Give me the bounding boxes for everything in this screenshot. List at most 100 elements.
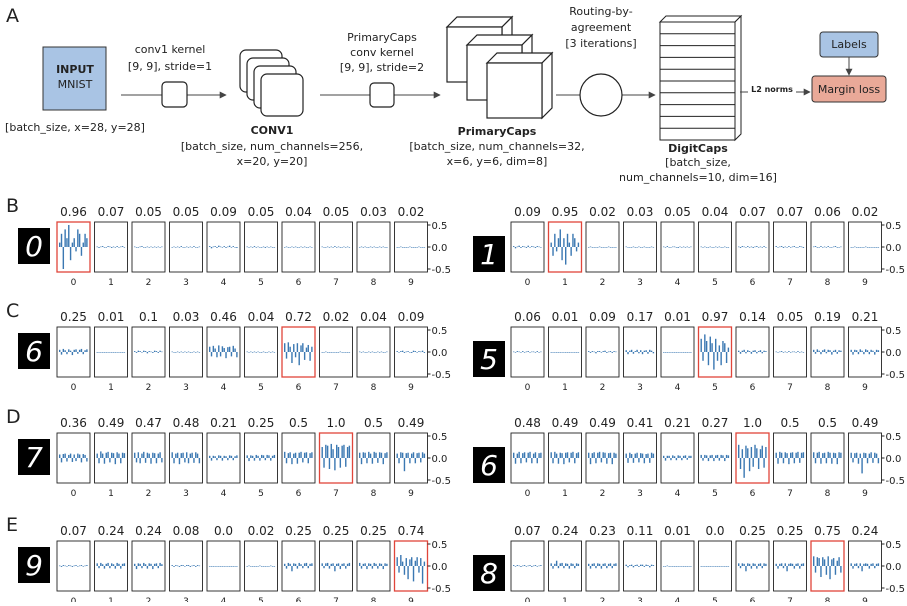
dim-bar: [146, 352, 149, 354]
dim-bar: [118, 247, 120, 248]
dim-bar: [741, 246, 744, 247]
dim-bar: [536, 458, 538, 464]
x-tick-label: 8: [371, 489, 377, 499]
dim-bar: [822, 453, 824, 458]
dim-bar: [248, 565, 250, 567]
dim-bar: [700, 246, 702, 248]
dim-bar: [378, 246, 381, 248]
dim-bar: [348, 445, 351, 458]
dim-bar: [625, 350, 627, 352]
dim-bar: [298, 452, 300, 458]
dim-bar: [673, 352, 676, 353]
dim-bar: [777, 247, 779, 248]
dim-bar: [795, 452, 797, 458]
dim-bar: [398, 352, 400, 353]
dim-bar: [423, 561, 426, 566]
dim-bar: [797, 247, 799, 248]
dim-bar: [855, 247, 858, 248]
dim-bar: [362, 563, 365, 566]
subplot-box: [585, 326, 620, 378]
dim-bar: [722, 341, 724, 352]
dim-bar: [818, 558, 820, 566]
dim-bar: [414, 458, 417, 464]
dim-bar: [336, 444, 338, 458]
dim-bar: [754, 350, 756, 352]
dim-bar: [305, 247, 308, 248]
dim-bar: [513, 351, 515, 353]
capsule-norm: 0.11: [627, 524, 654, 538]
subplot-box: [244, 432, 278, 484]
dim-bar: [527, 245, 529, 247]
dim-bar: [668, 566, 670, 567]
dim-bar: [640, 453, 642, 458]
dim-bar: [323, 247, 325, 248]
dim-bar: [405, 558, 407, 566]
capsule-norm: 0.04: [360, 310, 387, 324]
dim-bar: [161, 564, 163, 566]
dim-bar: [253, 246, 256, 247]
dim-bar: [716, 566, 719, 567]
dim-bar: [591, 563, 594, 566]
x-tick-label: 3: [183, 597, 189, 602]
dim-bar: [219, 455, 222, 458]
dim-bar: [615, 563, 617, 566]
capsule-norm: 0.25: [323, 524, 350, 538]
dim-bar: [412, 247, 415, 248]
dim-bar: [814, 566, 817, 573]
dim-bar: [532, 351, 535, 353]
dim-bar: [253, 351, 256, 353]
dim-bar: [209, 455, 211, 458]
capsule-norm: 0.72: [285, 310, 312, 324]
dim-bar: [362, 351, 365, 353]
dim-bar: [823, 349, 826, 352]
loss-box: [811, 75, 887, 103]
dim-bar: [632, 566, 635, 568]
dim-bar: [713, 247, 715, 248]
dim-bar: [684, 455, 687, 458]
dim-bar: [675, 247, 678, 248]
x-tick-label: 8: [825, 489, 831, 499]
dim-bar: [609, 452, 612, 458]
dim-bar: [874, 352, 876, 355]
dim-bar: [307, 566, 309, 569]
dim-bar: [709, 566, 711, 567]
dim-bar: [686, 246, 688, 248]
dim-bar: [341, 563, 343, 566]
dim-bar: [221, 346, 224, 352]
dim-bar: [143, 451, 145, 458]
dim-bar: [86, 238, 88, 247]
dim-bar: [820, 246, 822, 247]
dim-bar: [570, 352, 572, 353]
dim-bar: [214, 246, 216, 247]
dim-bar: [818, 350, 820, 352]
dim-bar: [748, 563, 751, 566]
dim-bar: [868, 453, 871, 458]
dim-bar: [609, 563, 612, 566]
conv1-title: CONV1: [251, 124, 294, 137]
dim-bar: [141, 246, 143, 247]
dim-bar: [814, 458, 817, 464]
dim-bar: [345, 566, 347, 569]
dim-bar: [649, 566, 651, 568]
dim-bar: [866, 247, 869, 248]
dim-bar: [561, 352, 563, 353]
dim-bar: [598, 351, 601, 352]
dim-bar: [748, 351, 751, 352]
dim-bar: [827, 451, 829, 458]
dim-bar: [384, 247, 386, 248]
dim-bar: [711, 343, 713, 352]
y-tick-label: 0.0: [432, 454, 448, 465]
subplot-box: [735, 540, 770, 592]
dim-bar: [311, 563, 313, 566]
dim-bar: [264, 247, 267, 248]
dim-bar: [377, 458, 379, 463]
dim-bar: [630, 247, 633, 248]
capsule-norm: 0.74: [398, 524, 425, 538]
dim-bar: [98, 247, 100, 248]
dim-bar: [137, 452, 140, 458]
dim-bar: [337, 352, 340, 353]
dim-bar: [713, 566, 715, 567]
dim-bar: [514, 566, 517, 567]
dim-bar: [575, 247, 578, 252]
dim-bar: [337, 563, 340, 566]
